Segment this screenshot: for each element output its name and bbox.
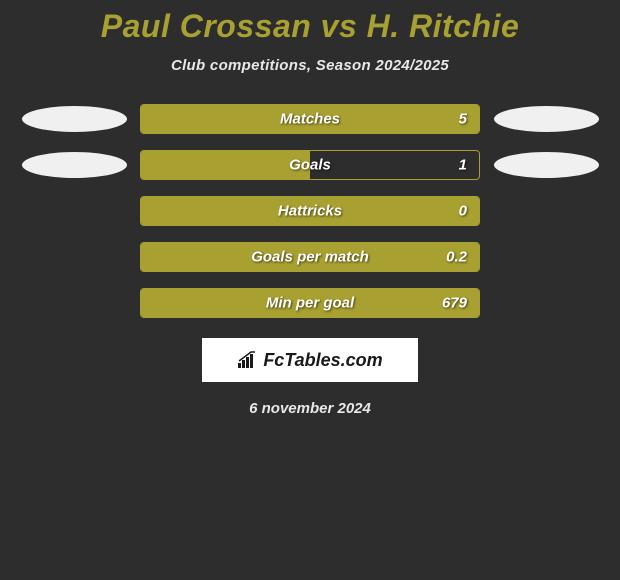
stat-bar: Matches 5 — [140, 104, 480, 134]
player2-ellipse — [494, 152, 599, 178]
stat-value: 0 — [459, 203, 467, 220]
subtitle: Club competitions, Season 2024/2025 — [0, 57, 620, 74]
stat-value: 0.2 — [446, 249, 467, 266]
stat-value: 5 — [459, 111, 467, 128]
stat-label: Goals per match — [251, 249, 369, 266]
left-ellipse-col — [10, 152, 138, 178]
player1-ellipse — [22, 152, 127, 178]
page-title: Paul Crossan vs H. Ritchie — [0, 8, 620, 45]
stat-row: Matches 5 — [10, 104, 610, 134]
date-line: 6 november 2024 — [0, 400, 620, 417]
bar-fill — [141, 151, 310, 179]
stat-label: Goals — [289, 157, 331, 174]
left-ellipse-col — [10, 106, 138, 132]
logo-box: FcTables.com — [202, 338, 418, 382]
stat-row: Hattricks 0 — [10, 196, 610, 226]
player2-ellipse — [494, 106, 599, 132]
logo-text: FcTables.com — [263, 350, 382, 371]
chart-icon — [237, 351, 259, 369]
stats-chart: Matches 5 Goals 1 Hattri — [0, 104, 620, 318]
infographic-container: Paul Crossan vs H. Ritchie Club competit… — [0, 0, 620, 580]
stat-row: Min per goal 679 — [10, 288, 610, 318]
stat-bar: Min per goal 679 — [140, 288, 480, 318]
stat-bar: Hattricks 0 — [140, 196, 480, 226]
stat-value: 679 — [442, 295, 467, 312]
stat-label: Matches — [280, 111, 340, 128]
stat-bar: Goals 1 — [140, 150, 480, 180]
stat-row: Goals 1 — [10, 150, 610, 180]
logo: FcTables.com — [237, 350, 382, 371]
stat-value: 1 — [459, 157, 467, 174]
right-ellipse-col — [482, 152, 610, 178]
stat-label: Min per goal — [266, 295, 354, 312]
right-ellipse-col — [482, 106, 610, 132]
player1-ellipse — [22, 106, 127, 132]
stat-bar: Goals per match 0.2 — [140, 242, 480, 272]
stat-row: Goals per match 0.2 — [10, 242, 610, 272]
stat-label: Hattricks — [278, 203, 342, 220]
